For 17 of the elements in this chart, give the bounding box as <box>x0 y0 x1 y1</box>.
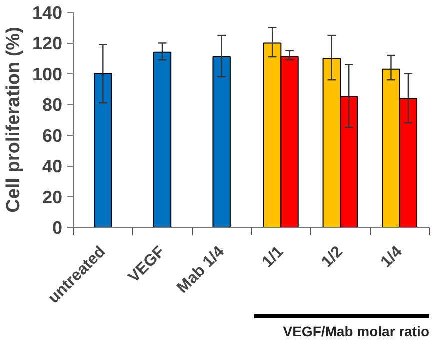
x-tick-label: Mab 1/4 <box>174 243 228 298</box>
y-tick-label: 120 <box>32 34 63 54</box>
y-tick-label: 60 <box>42 126 63 146</box>
bar <box>212 56 231 228</box>
x-tick-label: 1/2 <box>318 243 347 272</box>
y-axis-title: Cell proliferation (%) <box>3 27 24 213</box>
y-tick-label: 20 <box>42 187 63 208</box>
x-tick-label: 1/4 <box>378 243 406 272</box>
y-tick-label: 0 <box>52 218 63 238</box>
y-tick-label: 80 <box>42 95 63 116</box>
bar <box>94 73 112 228</box>
text: VEGF/Mab molar ratio <box>283 324 430 340</box>
bar <box>153 52 172 228</box>
y-tick-label: 100 <box>32 64 63 84</box>
y-tick-label: 140 <box>32 3 63 23</box>
y-tick-label: 40 <box>42 156 63 177</box>
x-tick-label: 1/1 <box>259 243 288 272</box>
